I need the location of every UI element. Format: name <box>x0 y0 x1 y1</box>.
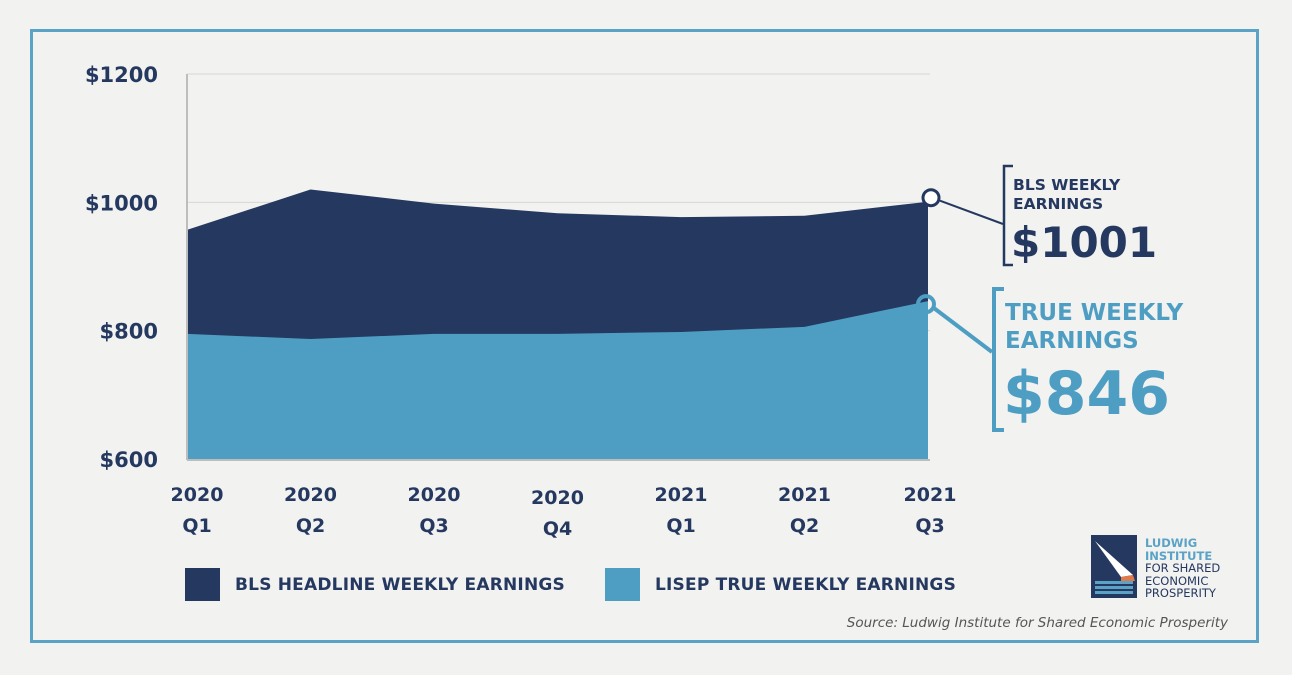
x-tick-label-6-quarter: Q3 <box>915 515 944 537</box>
x-tick-label-2-year: 2020 <box>408 484 461 506</box>
logo-line-2: INSTITUTE <box>1145 548 1213 563</box>
source-note: Source: Ludwig Institute for Shared Econ… <box>846 615 1228 631</box>
chart-areas <box>187 189 928 459</box>
bls-callout-leader <box>939 199 1004 225</box>
legend-label-lisep: LISEP TRUE WEEKLY EARNINGS <box>655 574 957 595</box>
true-callout-title-2: EARNINGS <box>1005 328 1139 354</box>
bls-callout-title-1: BLS WEEKLY <box>1013 176 1121 194</box>
logo-line-4: ECONOMIC <box>1145 573 1209 588</box>
axes <box>186 74 930 461</box>
x-tick-label-5-year: 2021 <box>778 484 831 506</box>
x-tick-label-5-quarter: Q2 <box>790 515 819 537</box>
bls-callout-title-2: EARNINGS <box>1013 195 1103 213</box>
x-tick-label-6-year: 2021 <box>904 484 957 506</box>
true-callout-value: $846 <box>1003 359 1170 429</box>
true-callout-marker <box>916 294 936 315</box>
bls-callout-value: $1001 <box>1011 218 1157 267</box>
logo-line-5: PROSPERITY <box>1145 586 1216 600</box>
bls-callout-marker <box>921 188 941 208</box>
logo-line-3: FOR SHARED <box>1145 561 1221 575</box>
x-tick-labels: 2020 Q1 2020 Q2 2020 Q3 2020 Q4 2021 Q1 2021 Q2 2021… <box>171 484 957 540</box>
logo-text: LUDWIG INSTITUTE FOR SHARED ECONOMIC PRO… <box>1145 537 1220 600</box>
true-callout-bracket <box>992 287 1004 432</box>
x-tick-label-3-year: 2020 <box>531 487 584 509</box>
x-tick-label-4-quarter: Q1 <box>666 515 695 537</box>
legend-swatch-bls <box>185 568 220 601</box>
x-tick-label-1-year: 2020 <box>284 484 337 506</box>
border-frame <box>30 29 1259 643</box>
x-tick-label-2-quarter: Q3 <box>419 515 448 537</box>
x-tick-label-1-quarter: Q2 <box>296 515 325 537</box>
area-series-1 <box>187 301 928 459</box>
logo-mark-icon <box>1091 535 1137 598</box>
legend-label-bls: BLS HEADLINE WEEKLY EARNINGS <box>235 574 565 595</box>
x-tick-label-4-year: 2021 <box>655 484 708 506</box>
y-tick-label-1: $800 <box>100 320 158 344</box>
logo-line-1: LUDWIG <box>1145 536 1198 550</box>
true-callout-title-1: TRUE WEEKLY <box>1005 300 1183 326</box>
x-tick-label-0-quarter: Q1 <box>182 515 211 537</box>
legend-swatch-lisep <box>605 568 640 601</box>
true-callout-leader <box>932 306 994 354</box>
y-tick-label-2: $1000 <box>85 191 158 215</box>
y-tick-label-0: $600 <box>100 448 158 472</box>
y-tick-label-3: $1200 <box>85 63 158 87</box>
ludwig-institute-logo: LUDWIG INSTITUTE FOR SHARED ECONOMIC PRO… <box>1091 535 1220 600</box>
y-tick-labels: $600 $800 $1000 $1200 <box>85 63 158 472</box>
bls-callout-bracket <box>1002 164 1013 267</box>
legend-item-lisep: LISEP TRUE WEEKLY EARNINGS <box>605 568 956 601</box>
x-tick-label-3-quarter: Q4 <box>543 518 572 540</box>
legend-item-bls: BLS HEADLINE WEEKLY EARNINGS <box>185 568 565 601</box>
x-tick-label-0-year: 2020 <box>171 484 224 506</box>
